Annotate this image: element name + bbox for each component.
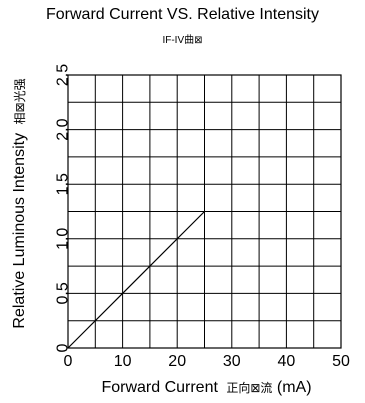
x-tick-label-5: 50 (332, 353, 350, 370)
chart-subtitle: IF-IV曲⊠ (162, 35, 203, 46)
plot-frame (67, 74, 342, 349)
series-group (67, 211, 205, 349)
x-tick-labels: 0 10 20 30 40 50 (64, 353, 350, 370)
y-tick-label-5: 2.5 (55, 64, 72, 86)
grid-lines (68, 75, 341, 348)
y-tick-label-1: 0.5 (55, 282, 72, 304)
y-tick-labels: 0 0.5 1.0 1.5 2.0 2.5 (55, 64, 72, 353)
y-tick-label-4: 2.0 (55, 118, 72, 140)
series-line-0 (67, 211, 205, 349)
y-tick-label-2: 1.0 (55, 228, 72, 250)
x-tick-label-1: 10 (114, 353, 132, 370)
y-axis-label: Relative Luminous Intensity 相⊠光强 (11, 78, 28, 328)
y-tick-label-3: 1.5 (55, 173, 72, 195)
chart-title: Forward Current VS. Relative Intensity (46, 6, 319, 23)
y-axis-label-cjk: 相⊠光强 (13, 78, 27, 124)
y-tick-label-0: 0 (55, 343, 72, 352)
x-axis-label-unit: (mA) (277, 379, 312, 396)
x-tick-label-2: 20 (168, 353, 186, 370)
x-axis-label-en: Forward Current (101, 379, 218, 396)
x-tick-label-4: 40 (278, 353, 296, 370)
y-axis-label-en: Relative Luminous Intensity (11, 133, 28, 329)
x-tick-label-0: 0 (64, 353, 73, 370)
x-axis-label: Forward Current 正向⊠流 (mA) (101, 379, 311, 396)
x-axis-label-cjk: 正向⊠流 (226, 380, 272, 395)
x-tick-label-3: 30 (223, 353, 241, 370)
